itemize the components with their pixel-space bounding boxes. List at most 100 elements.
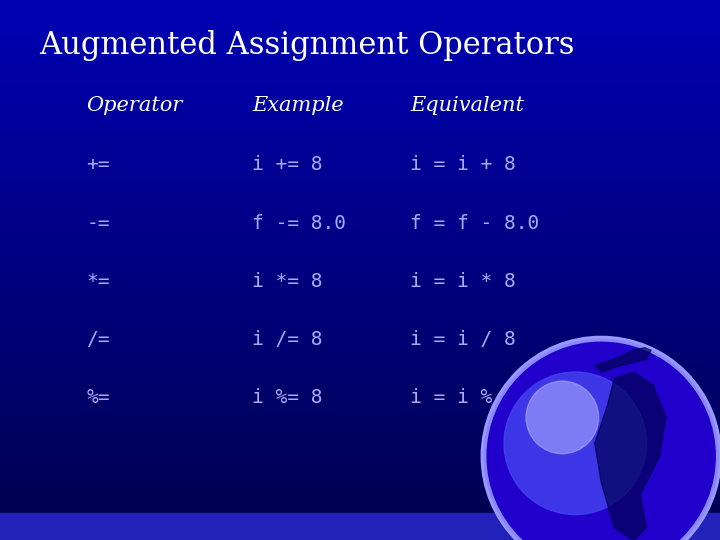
Bar (0, 454, 720, 456)
Bar (0, 154, 720, 157)
Bar (0, 27, 720, 30)
Bar (0, 108, 720, 111)
Bar (0, 205, 720, 208)
Text: Operator: Operator (86, 96, 183, 115)
Bar (0, 429, 720, 432)
Bar (0, 297, 720, 300)
Bar (0, 389, 720, 392)
Bar (0, 235, 720, 238)
Bar (0, 189, 720, 192)
Bar (0, 62, 720, 65)
Bar (0, 86, 720, 89)
Bar (0, 440, 720, 443)
Bar (0, 400, 720, 402)
Bar (0, 308, 720, 310)
Bar (0, 113, 720, 116)
Bar (0, 89, 720, 92)
Text: i = i / 8: i = i / 8 (410, 330, 516, 349)
Bar (0, 319, 720, 321)
Bar (0, 378, 720, 381)
Bar (0, 340, 720, 343)
Bar (0, 491, 720, 494)
Bar (0, 265, 720, 267)
Bar (0, 208, 720, 211)
Bar (0, 5, 720, 8)
Bar (0, 127, 720, 130)
Bar (0, 84, 720, 86)
Bar (0, 432, 720, 435)
Text: i *= 8: i *= 8 (252, 272, 323, 291)
Bar (0, 227, 720, 229)
Bar (0, 532, 720, 535)
Bar (0, 427, 720, 429)
Bar (0, 472, 720, 475)
Bar (0, 421, 720, 424)
Bar (0, 230, 720, 232)
Bar (0, 381, 720, 383)
Bar (0, 367, 720, 370)
Bar (0, 213, 720, 216)
Bar (0, 348, 720, 351)
Bar (0, 375, 720, 378)
Bar (0, 24, 720, 27)
Bar (0, 254, 720, 256)
Bar (0, 65, 720, 68)
Bar (0, 316, 720, 319)
Bar (0, 500, 720, 502)
Bar (0, 0, 720, 3)
Bar (0, 467, 720, 470)
Bar (0, 510, 720, 513)
Bar (0, 470, 720, 472)
Bar (0, 111, 720, 113)
Bar (0, 464, 720, 467)
Bar (0, 16, 720, 19)
Text: i = i + 8: i = i + 8 (410, 155, 516, 174)
Bar (0, 256, 720, 259)
Bar (0, 451, 720, 454)
Bar (0, 81, 720, 84)
Bar (0, 273, 720, 275)
Bar (0, 292, 720, 294)
Bar (0, 251, 720, 254)
Bar (0, 221, 720, 224)
Bar (0, 3, 720, 5)
Bar (0, 38, 720, 40)
Bar (0, 22, 720, 24)
Bar (0, 416, 720, 418)
Bar (0, 176, 720, 178)
Bar (0, 478, 720, 481)
Bar (0, 518, 720, 521)
Bar (0, 294, 720, 297)
Bar (0, 535, 720, 537)
Bar (0, 324, 720, 327)
Bar (0, 289, 720, 292)
Bar (0, 456, 720, 459)
Bar (0, 132, 720, 135)
Bar (0, 130, 720, 132)
Bar (0, 486, 720, 489)
Bar (0, 418, 720, 421)
Bar (0, 437, 720, 440)
Circle shape (504, 372, 647, 515)
Circle shape (526, 381, 598, 454)
Bar (0, 140, 720, 143)
Bar (0, 329, 720, 332)
Bar (0, 184, 720, 186)
Bar (0, 494, 720, 497)
Bar (0, 513, 720, 540)
Bar (0, 173, 720, 176)
Bar (0, 232, 720, 235)
Bar (0, 194, 720, 197)
Bar (0, 32, 720, 35)
Text: i /= 8: i /= 8 (252, 330, 323, 349)
Bar (0, 19, 720, 22)
Bar (0, 157, 720, 159)
Bar (0, 8, 720, 11)
Bar (0, 59, 720, 62)
Bar (0, 305, 720, 308)
Bar (0, 105, 720, 108)
Bar (0, 537, 720, 540)
Bar (0, 43, 720, 46)
Bar (0, 370, 720, 373)
Bar (0, 124, 720, 127)
